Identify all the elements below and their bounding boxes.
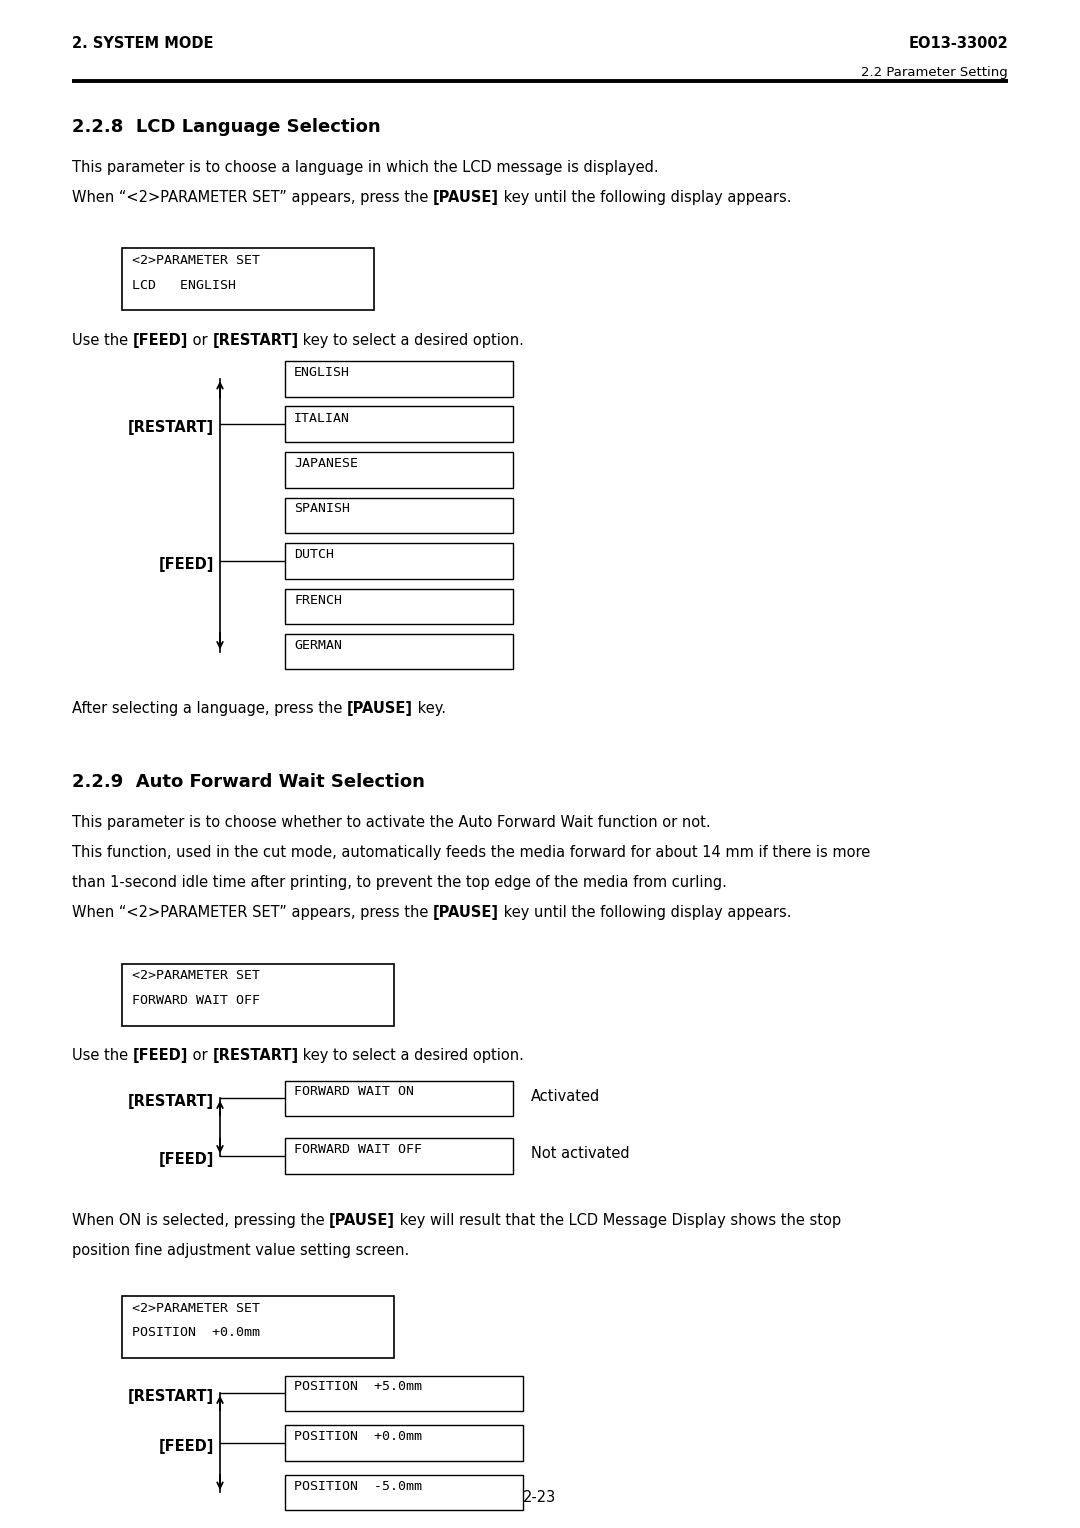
Text: or: or: [188, 1048, 213, 1063]
Text: DUTCH: DUTCH: [294, 549, 334, 561]
Text: POSITION  +5.0mm: POSITION +5.0mm: [294, 1380, 422, 1394]
Text: POSITION  -5.0mm: POSITION -5.0mm: [294, 1479, 422, 1493]
Bar: [285, 1475, 523, 1510]
Text: When ON is selected, pressing the: When ON is selected, pressing the: [72, 1213, 329, 1229]
Bar: [285, 634, 513, 669]
Text: or: or: [188, 333, 213, 348]
Text: After selecting a language, press the: After selecting a language, press the: [72, 701, 347, 717]
Bar: [285, 588, 513, 623]
Text: When “<2>PARAMETER SET” appears, press the: When “<2>PARAMETER SET” appears, press t…: [72, 189, 433, 205]
Text: Use the: Use the: [72, 1048, 133, 1063]
Text: 2.2 Parameter Setting: 2.2 Parameter Setting: [861, 66, 1008, 79]
Text: [PAUSE]: [PAUSE]: [433, 906, 499, 920]
Text: 2.2.9  Auto Forward Wait Selection: 2.2.9 Auto Forward Wait Selection: [72, 773, 424, 792]
Bar: [285, 406, 513, 442]
Bar: [285, 1080, 513, 1115]
Text: POSITION  +0.0mm: POSITION +0.0mm: [294, 1430, 422, 1442]
Text: [FEED]: [FEED]: [133, 1048, 188, 1063]
Text: <2>PARAMETER SET: <2>PARAMETER SET: [132, 254, 260, 267]
Text: When “<2>PARAMETER SET” appears, press the: When “<2>PARAMETER SET” appears, press t…: [72, 906, 433, 920]
Text: Use the: Use the: [72, 333, 133, 348]
Text: [FEED]: [FEED]: [159, 1439, 214, 1453]
Bar: [285, 1426, 523, 1461]
Text: <2>PARAMETER SET: <2>PARAMETER SET: [132, 1302, 260, 1314]
Bar: [285, 1138, 513, 1174]
Text: [FEED]: [FEED]: [159, 556, 214, 571]
Text: This parameter is to choose whether to activate the Auto Forward Wait function o: This parameter is to choose whether to a…: [72, 816, 711, 831]
Text: [PAUSE]: [PAUSE]: [329, 1213, 395, 1229]
Text: key until the following display appears.: key until the following display appears.: [499, 189, 792, 205]
Text: [RESTART]: [RESTART]: [127, 1389, 214, 1404]
Text: <2>PARAMETER SET: <2>PARAMETER SET: [132, 969, 260, 983]
Text: [FEED]: [FEED]: [159, 1152, 214, 1167]
Text: This parameter is to choose a language in which the LCD message is displayed.: This parameter is to choose a language i…: [72, 160, 659, 176]
Text: position fine adjustment value setting screen.: position fine adjustment value setting s…: [72, 1244, 409, 1259]
Text: key to select a desired option.: key to select a desired option.: [298, 333, 525, 348]
Text: This function, used in the cut mode, automatically feeds the media forward for a: This function, used in the cut mode, aut…: [72, 845, 870, 860]
Text: [RESTART]: [RESTART]: [127, 420, 214, 435]
Text: LCD   ENGLISH: LCD ENGLISH: [132, 280, 237, 292]
Text: POSITION  +0.0mm: POSITION +0.0mm: [132, 1326, 260, 1340]
Text: FORWARD WAIT OFF: FORWARD WAIT OFF: [132, 995, 260, 1007]
Text: [PAUSE]: [PAUSE]: [433, 189, 499, 205]
Text: ENGLISH: ENGLISH: [294, 367, 350, 379]
Text: [RESTART]: [RESTART]: [213, 1048, 298, 1063]
Text: JAPANESE: JAPANESE: [294, 457, 357, 471]
Text: SPANISH: SPANISH: [294, 503, 350, 515]
Text: [FEED]: [FEED]: [133, 333, 188, 348]
Text: key.: key.: [413, 701, 446, 717]
Text: key to select a desired option.: key to select a desired option.: [298, 1048, 525, 1063]
Bar: [285, 542, 513, 579]
Text: GERMAN: GERMAN: [294, 639, 342, 652]
Text: Activated: Activated: [531, 1089, 600, 1103]
Text: FORWARD WAIT OFF: FORWARD WAIT OFF: [294, 1143, 422, 1157]
Bar: [285, 1375, 523, 1410]
Text: 2. SYSTEM MODE: 2. SYSTEM MODE: [72, 37, 214, 50]
Text: FRENCH: FRENCH: [294, 593, 342, 607]
Bar: [122, 964, 394, 1025]
Text: 2-23: 2-23: [524, 1490, 556, 1505]
Bar: [285, 361, 513, 396]
Bar: [285, 498, 513, 533]
Text: key will result that the LCD Message Display shows the stop: key will result that the LCD Message Dis…: [395, 1213, 841, 1229]
Text: EO13-33002: EO13-33002: [908, 37, 1008, 50]
Text: Not activated: Not activated: [531, 1146, 630, 1161]
Text: [RESTART]: [RESTART]: [127, 1094, 214, 1109]
Text: ITALIAN: ITALIAN: [294, 411, 350, 425]
Bar: [122, 248, 374, 310]
Text: [PAUSE]: [PAUSE]: [347, 701, 413, 717]
Text: key until the following display appears.: key until the following display appears.: [499, 906, 792, 920]
Bar: [285, 452, 513, 487]
Text: than 1-second idle time after printing, to prevent the top edge of the media fro: than 1-second idle time after printing, …: [72, 876, 727, 891]
Bar: [122, 1296, 394, 1357]
Text: FORWARD WAIT ON: FORWARD WAIT ON: [294, 1085, 414, 1099]
Text: 2.2.8  LCD Language Selection: 2.2.8 LCD Language Selection: [72, 118, 380, 136]
Text: [RESTART]: [RESTART]: [213, 333, 298, 348]
